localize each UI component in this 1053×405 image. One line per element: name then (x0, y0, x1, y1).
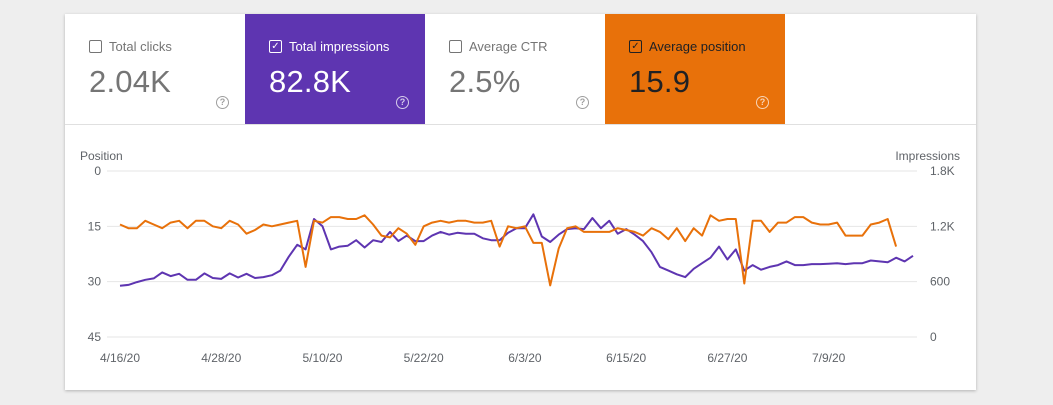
right-axis-tick-label: 1.8K (930, 164, 955, 178)
x-axis-tick-label: 4/16/20 (100, 351, 140, 365)
right-axis-tick-label: 1.2K (930, 219, 955, 233)
left-axis-title: Position (80, 149, 123, 163)
metric-value: 2.04K (89, 64, 172, 99)
help-icon[interactable]: ? (216, 96, 229, 109)
metric-value: 82.8K (269, 64, 352, 99)
right-axis-tick-label: 0 (930, 330, 937, 344)
x-axis-tick-label: 4/28/20 (201, 351, 241, 365)
checkbox-unchecked-icon[interactable] (89, 40, 102, 53)
tile-average-position[interactable]: ✓ Average position 15.9 ? (605, 14, 785, 124)
metric-label: Average position (649, 39, 746, 54)
help-icon[interactable]: ? (576, 96, 589, 109)
x-axis-tick-label: 7/9/20 (812, 351, 846, 365)
metric-value: 15.9 (629, 64, 691, 99)
left-axis-tick-label: 45 (88, 330, 102, 344)
checkbox-checked-icon[interactable]: ✓ (629, 40, 642, 53)
x-axis-tick-label: 6/27/20 (707, 351, 747, 365)
help-icon[interactable]: ? (756, 96, 769, 109)
right-axis-title: Impressions (895, 149, 960, 163)
tile-total-impressions[interactable]: ✓ Total impressions 82.8K ? (245, 14, 425, 124)
metric-value: 2.5% (449, 64, 521, 99)
checkbox-unchecked-icon[interactable] (449, 40, 462, 53)
line-chart: Position Impressions 0 15 30 45 1.8K 1.2K 600… (80, 149, 960, 365)
x-axis-tick-label: 6/15/20 (606, 351, 646, 365)
metric-label: Total clicks (109, 39, 172, 54)
left-axis-tick-label: 0 (94, 164, 101, 178)
left-axis-tick-label: 30 (88, 275, 102, 289)
left-axis-tick-label: 15 (88, 219, 102, 233)
x-axis-tick-label: 5/22/20 (404, 351, 444, 365)
metric-label: Total impressions (289, 39, 390, 54)
checkbox-checked-icon[interactable]: ✓ (269, 40, 282, 53)
series-line-average-position (119, 214, 898, 287)
help-icon[interactable]: ? (396, 96, 409, 109)
tile-average-ctr[interactable]: Average CTR 2.5% ? (425, 14, 605, 124)
x-axis-tick-label: 5/10/20 (302, 351, 342, 365)
metric-label: Average CTR (469, 39, 548, 54)
x-axis-tick-label: 6/3/20 (508, 351, 542, 365)
tile-total-clicks[interactable]: Total clicks 2.04K ? (65, 14, 245, 124)
metric-tiles: Total clicks 2.04K ? ✓ Total impressions… (65, 14, 976, 125)
performance-card: Total clicks 2.04K ? ✓ Total impressions… (65, 14, 976, 390)
right-axis-tick-label: 600 (930, 275, 950, 289)
